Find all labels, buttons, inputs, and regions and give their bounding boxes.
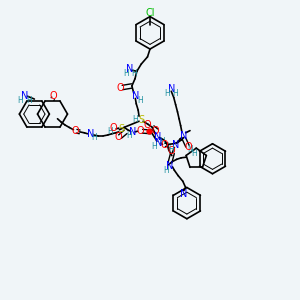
Text: N: N — [155, 138, 162, 148]
Text: H: H — [123, 69, 128, 78]
Text: H: H — [168, 145, 174, 154]
Text: H: H — [172, 88, 178, 98]
Text: S: S — [118, 124, 124, 134]
Text: O: O — [49, 91, 57, 101]
Text: H: H — [137, 96, 143, 105]
Text: H: H — [191, 149, 197, 158]
Text: N: N — [126, 64, 134, 74]
Text: H: H — [132, 115, 138, 124]
Text: H: H — [159, 137, 165, 146]
Text: H: H — [165, 88, 170, 98]
Text: N: N — [172, 140, 179, 150]
Text: N: N — [154, 132, 161, 142]
Text: H: H — [126, 131, 132, 140]
Text: O: O — [137, 126, 144, 136]
Text: H: H — [26, 96, 32, 105]
Text: O: O — [152, 126, 159, 136]
Text: H: H — [17, 96, 23, 105]
Text: O: O — [114, 133, 122, 142]
Text: Cl: Cl — [145, 8, 155, 18]
Text: H: H — [152, 142, 157, 152]
Text: N: N — [166, 161, 174, 171]
Text: O: O — [110, 123, 118, 133]
Text: S: S — [138, 115, 144, 125]
Text: O: O — [144, 120, 151, 130]
Text: O: O — [185, 142, 193, 152]
Text: N: N — [132, 91, 139, 101]
Text: H: H — [107, 127, 113, 136]
Text: N: N — [168, 84, 175, 94]
Text: N: N — [188, 146, 194, 154]
Text: O: O — [160, 140, 168, 150]
Text: O: O — [72, 126, 80, 136]
Text: N: N — [180, 131, 188, 141]
Text: H: H — [92, 133, 97, 142]
Text: H: H — [163, 166, 169, 175]
Text: H: H — [131, 69, 137, 78]
Text: O: O — [116, 83, 124, 93]
Text: N: N — [87, 129, 94, 139]
Text: N: N — [180, 189, 188, 200]
Text: O: O — [167, 146, 175, 156]
Text: N: N — [21, 91, 28, 101]
Text: N: N — [129, 127, 136, 137]
